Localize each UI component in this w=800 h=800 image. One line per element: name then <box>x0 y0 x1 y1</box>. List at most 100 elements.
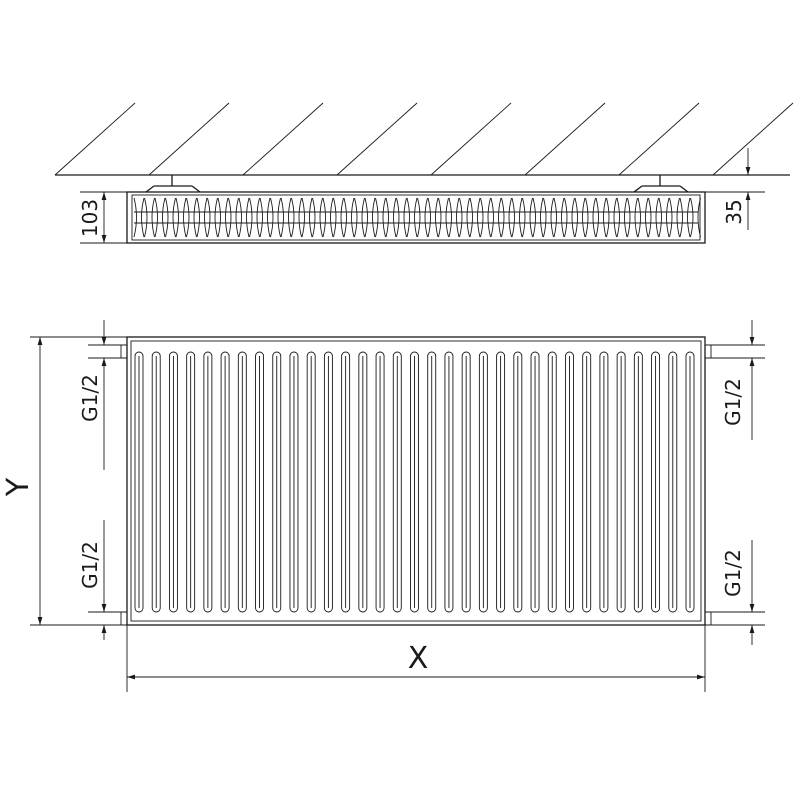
wall-hatching <box>54 102 794 176</box>
height-label: Y <box>1 477 36 497</box>
convector-fin <box>690 197 701 238</box>
convector-fin <box>249 197 260 238</box>
fin <box>323 351 333 613</box>
convector-fin <box>522 197 533 238</box>
convector-fin <box>217 197 229 238</box>
fin <box>651 351 661 613</box>
connection-bottom-right-label: G1/2 <box>721 549 745 597</box>
dimension-connections-left: G1/2 G1/2 <box>78 320 127 640</box>
convector-fin <box>238 197 250 238</box>
convector-fin <box>490 197 502 238</box>
dimension-connections-right: G1/2 G1/2 <box>721 320 765 645</box>
convector-fin <box>165 197 176 238</box>
hatch-line <box>712 102 794 176</box>
convector-fins-top-view <box>133 197 701 238</box>
fin <box>582 351 592 613</box>
convector-fin <box>417 197 428 238</box>
hatch-line <box>336 102 418 176</box>
connection-top-left-label: G1/2 <box>78 374 102 422</box>
fin <box>547 351 557 613</box>
convector-fin <box>207 197 218 238</box>
pipe-stub-top-right <box>705 344 725 359</box>
convector-fin <box>375 197 386 238</box>
radiator-top-view <box>126 175 706 244</box>
convector-fin <box>438 197 449 238</box>
fin <box>220 351 230 613</box>
convector-fin <box>396 197 407 238</box>
dimension-width: X <box>126 625 706 692</box>
convector-fin <box>312 197 323 238</box>
fin <box>341 351 351 613</box>
connection-bottom-left-label: G1/2 <box>78 541 102 589</box>
convector-fin <box>343 197 355 238</box>
fin <box>134 351 144 613</box>
fin <box>306 351 316 613</box>
convector-fin <box>585 197 596 238</box>
convector-fin <box>364 197 376 238</box>
dimension-wall-gap: 35 <box>705 148 765 230</box>
convector-fin <box>553 197 565 238</box>
bracket-right <box>633 175 689 193</box>
fin <box>186 351 196 613</box>
convector-fin <box>228 197 239 238</box>
convector-fin <box>196 197 208 238</box>
convector-fin <box>574 197 586 238</box>
fin <box>272 351 282 613</box>
convector-fin <box>154 197 166 238</box>
convector-fin <box>532 197 544 238</box>
fin <box>444 351 454 613</box>
convector-fin <box>637 197 649 238</box>
convector-fin <box>175 197 187 238</box>
convector-fin <box>133 197 145 238</box>
depth-label: 103 <box>78 199 102 237</box>
bracket-left <box>145 175 201 193</box>
hatch-line <box>242 102 324 176</box>
fin <box>375 351 385 613</box>
hatch-line <box>618 102 700 176</box>
convector-fin <box>606 197 617 238</box>
fin <box>668 351 678 613</box>
fin <box>151 351 161 613</box>
wall-gap-label: 35 <box>722 199 746 224</box>
convector-fin <box>501 197 512 238</box>
fin <box>168 351 178 613</box>
convector-fin <box>658 197 670 238</box>
convector-fin <box>427 197 439 238</box>
fin <box>427 351 437 613</box>
convector-fin <box>406 197 418 238</box>
convector-fin <box>291 197 302 238</box>
convector-fin <box>301 197 313 238</box>
convector-fin <box>648 197 659 238</box>
convector-fin <box>270 197 281 238</box>
hatch-line <box>524 102 606 176</box>
radiator-front-view <box>107 336 725 626</box>
fin <box>633 351 643 613</box>
fin <box>392 351 402 613</box>
convector-fin <box>186 197 197 238</box>
convector-fin <box>448 197 460 238</box>
convector-fin <box>354 197 365 238</box>
fin <box>565 351 574 613</box>
convector-fin <box>627 197 638 238</box>
convector-fin <box>322 197 334 238</box>
fin <box>410 351 419 613</box>
convector-fin <box>469 197 481 238</box>
width-label: X <box>408 641 429 676</box>
convector-fin <box>669 197 680 238</box>
fin <box>358 351 368 613</box>
fin <box>685 351 695 613</box>
fin <box>203 351 213 613</box>
fin <box>616 351 626 613</box>
fin <box>478 351 488 613</box>
convector-fin <box>543 197 554 238</box>
hatch-line <box>54 102 136 176</box>
hatch-line <box>148 102 230 176</box>
hatch-line <box>430 102 512 176</box>
convector-fin <box>144 197 155 238</box>
convector-fin <box>259 197 271 238</box>
dimension-height: Y <box>1 336 127 626</box>
pipe-stub-top-left <box>107 344 127 359</box>
fin <box>496 351 506 613</box>
connection-top-right-label: G1/2 <box>721 378 745 426</box>
